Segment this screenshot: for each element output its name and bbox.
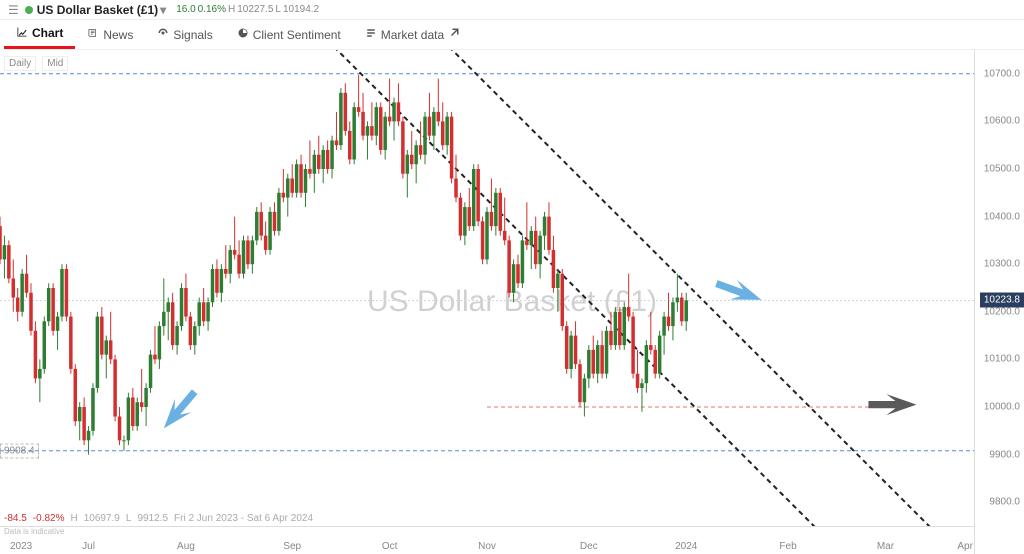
- quote-h-label: H: [228, 4, 235, 15]
- dropdown-icon[interactable]: ▾: [160, 3, 166, 17]
- chart-canvas[interactable]: [0, 50, 974, 526]
- current-price-tag: 10223.8: [980, 293, 1024, 308]
- chart-area[interactable]: Daily Mid US Dollar Basket (£1) 10700.01…: [0, 50, 1024, 554]
- y-tick: 10400.0: [984, 211, 1020, 222]
- footer-stats: -84.5 -0.82% H 10697.9 L 9912.5 Fri 2 Ju…: [4, 513, 313, 524]
- x-tick: Mar: [877, 541, 894, 552]
- footer-l-label: L: [126, 513, 132, 524]
- signals-icon: [157, 27, 169, 42]
- footer-low: 9912.5: [137, 513, 168, 524]
- tab-label: Market data: [381, 28, 444, 42]
- footer-delta: -84.5: [4, 513, 27, 524]
- y-tick: 10000.0: [984, 402, 1020, 413]
- quote-l-label: L: [275, 4, 281, 15]
- tab-market-data[interactable]: Market data: [353, 20, 472, 49]
- tab-bar: Chart News Signals Client Sentiment Market d…: [0, 20, 1024, 50]
- tab-label: Client Sentiment: [253, 28, 341, 42]
- tab-news[interactable]: News: [75, 20, 145, 49]
- y-tick: 10100.0: [984, 354, 1020, 365]
- tab-client-sentiment[interactable]: Client Sentiment: [225, 20, 353, 49]
- x-tick: Oct: [382, 541, 398, 552]
- quote-change: 16.0: [176, 4, 195, 15]
- tab-signals[interactable]: Signals: [145, 20, 224, 49]
- data-indicative-note: Data is indicative: [4, 527, 64, 536]
- y-tick: 10600.0: [984, 116, 1020, 127]
- menu-icon[interactable]: ☰: [8, 3, 19, 17]
- tab-label: News: [103, 28, 133, 42]
- x-tick: 2024: [675, 541, 697, 552]
- x-tick: Sep: [283, 541, 301, 552]
- x-tick: Apr: [957, 541, 973, 552]
- x-tick: Nov: [478, 541, 496, 552]
- y-tick: 10500.0: [984, 164, 1020, 175]
- footer-delta-pct: -0.82%: [33, 513, 65, 524]
- y-axis: 10700.010600.010500.010400.010300.010200…: [974, 50, 1024, 554]
- tab-label: Signals: [173, 28, 212, 42]
- market-icon: [365, 27, 377, 42]
- footer-h-label: H: [70, 513, 77, 524]
- external-link-icon: [448, 27, 460, 42]
- tab-label: Chart: [32, 26, 63, 40]
- instrument-name: US Dollar Basket (£1): [37, 3, 158, 17]
- news-icon: [87, 27, 99, 42]
- x-year: 2023: [10, 541, 32, 552]
- quote-change-pct: 0.16%: [198, 4, 226, 15]
- x-tick: Jul: [82, 541, 95, 552]
- x-tick: Feb: [779, 541, 796, 552]
- sentiment-icon: [237, 27, 249, 42]
- tab-chart[interactable]: Chart: [4, 20, 75, 49]
- quote-high: 10227.5: [237, 4, 273, 15]
- footer-high: 10697.9: [84, 513, 120, 524]
- instrument-title[interactable]: US Dollar Basket (£1) ▾: [25, 3, 166, 17]
- y-tick: 10300.0: [984, 259, 1020, 270]
- low-price-tag: 9908.4: [0, 443, 39, 458]
- quote-stats: 16.0 0.16% H 10227.5 L 10194.2: [176, 4, 319, 15]
- status-dot-icon: [25, 6, 33, 14]
- header-bar: ☰ US Dollar Basket (£1) ▾ 16.0 0.16% H 1…: [0, 0, 1024, 20]
- x-tick: Aug: [177, 541, 195, 552]
- footer-range: Fri 2 Jun 2023 - Sat 6 Apr 2024: [174, 513, 313, 524]
- x-tick: Dec: [580, 541, 598, 552]
- chart-icon: [16, 26, 28, 41]
- x-axis: 2023 Jul Aug Sep Oct Nov Dec 2024 Feb Mar Apr: [0, 526, 974, 554]
- y-tick: 9900.0: [989, 449, 1020, 460]
- y-tick: 9800.0: [989, 497, 1020, 508]
- quote-low: 10194.2: [283, 4, 319, 15]
- y-tick: 10700.0: [984, 68, 1020, 79]
